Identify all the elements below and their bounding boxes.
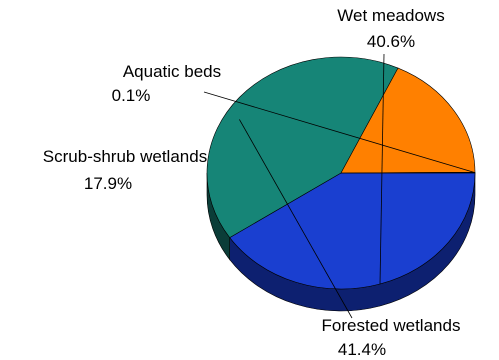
label-wet-meadows-name: Wet meadows: [337, 6, 444, 25]
label-scrub-shrub-name: Scrub-shrub wetlands: [43, 147, 207, 166]
label-forested-pct: 41.4%: [338, 340, 386, 359]
label-scrub-shrub-pct: 17.9%: [84, 174, 132, 193]
leader-wet-meadows: [379, 53, 385, 284]
label-wet-meadows-pct: 40.6%: [367, 32, 415, 51]
label-aquatic-beds-pct: 0.1%: [112, 86, 151, 105]
label-forested-name: Forested wetlands: [322, 316, 461, 335]
slice-forested-wetlands: [206, 56, 399, 238]
label-aquatic-beds-name: Aquatic beds: [123, 62, 221, 81]
leader-forested-wetlands: [239, 119, 353, 319]
pie-tops: [206, 56, 476, 290]
slice-scrub-shrub-wetlands: [340, 67, 476, 174]
leader-lines: [203, 53, 476, 319]
slice-wet-meadows: [229, 172, 476, 290]
leader-aquatic-beds: [203, 91, 476, 174]
